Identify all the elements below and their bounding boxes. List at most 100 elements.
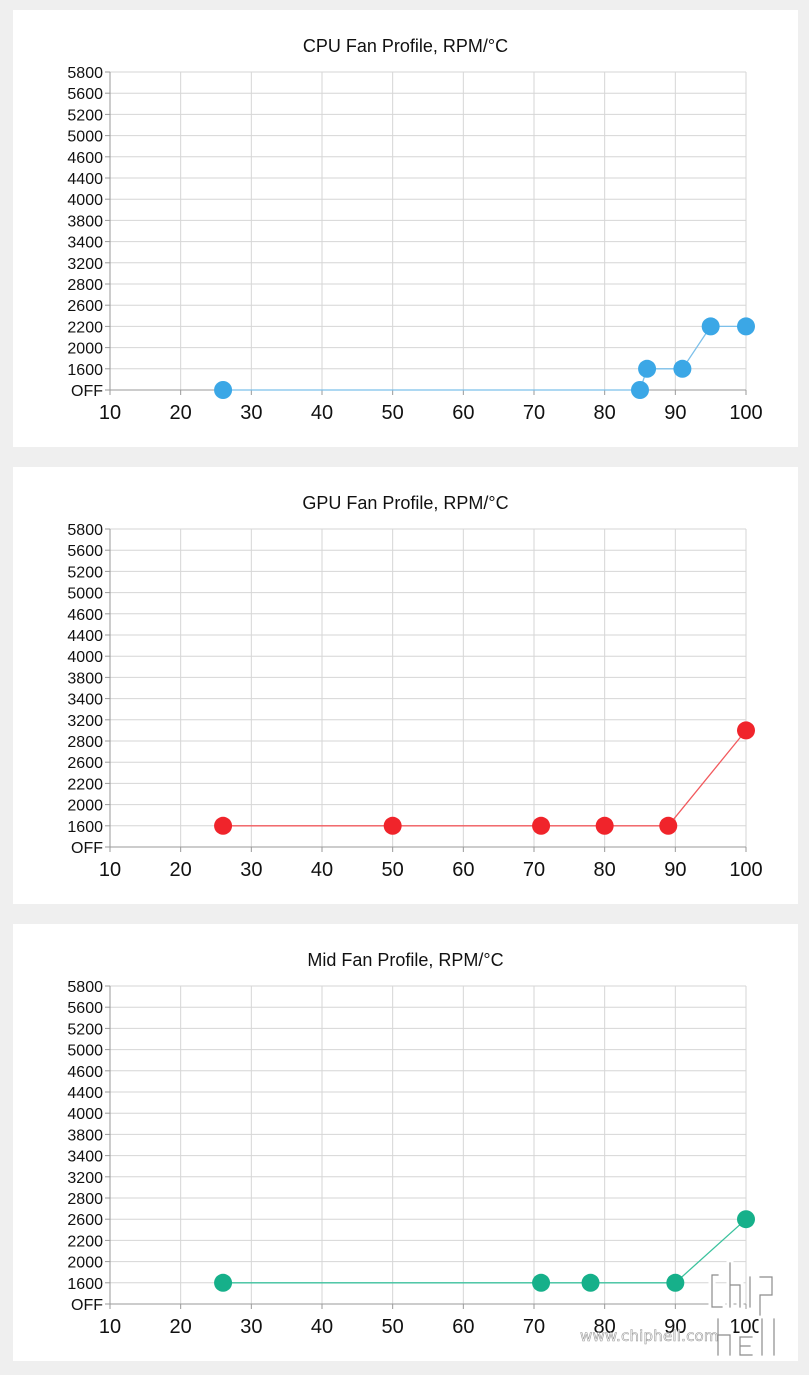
gpu-fan-chart-panel: GPU Fan Profile, RPM/°C OFF 1600 2000 2200 2…	[13, 467, 798, 904]
x-tick-label: 20	[170, 859, 192, 881]
x-tick-label: 10	[99, 859, 121, 881]
data-point[interactable]	[383, 816, 402, 835]
x-tick-label: 40	[311, 402, 333, 424]
chart-title: GPU Fan Profile, RPM/°C	[302, 493, 509, 513]
y-tick-label: 2200	[67, 319, 103, 336]
x-tick-label: 40	[311, 1316, 333, 1338]
y-tick-label: 5000	[67, 586, 103, 603]
y-tick-label: 4400	[67, 1085, 103, 1102]
y-tick-label: 2000	[67, 798, 103, 815]
mid-fan-chart: OFF 1600 2000 2200 2600 2800 3200 3400 3800 4000 4…	[67, 979, 762, 1338]
gpu-fan-chart: OFF 1600 2000 2200 2600 2800 3200 3400 3800 4000 4…	[67, 522, 762, 881]
data-point[interactable]	[214, 1273, 233, 1292]
y-tick-label: 3400	[67, 235, 103, 252]
data-point[interactable]	[659, 816, 678, 835]
x-tick-label: 90	[664, 1316, 686, 1338]
grid	[109, 71, 747, 391]
x-tick-label: 60	[452, 402, 474, 424]
x-tick-label: 20	[170, 402, 192, 424]
cpu-fan-chart-panel: CPU Fan Profile, RPM/°C OFF 1600 2000 2200 2…	[13, 10, 798, 447]
y-tick-label: 5200	[67, 564, 103, 581]
data-point[interactable]	[737, 317, 755, 336]
x-tick-label: 70	[523, 402, 545, 424]
y-tick-label: 2600	[67, 298, 103, 315]
x-tick-label: 90	[664, 402, 686, 424]
x-tick-label: 60	[452, 859, 474, 881]
y-tick-label: 2200	[67, 1233, 103, 1250]
y-tick-label: 5800	[67, 979, 103, 996]
x-tick-label: 10	[99, 1316, 121, 1338]
y-tick-label: 2200	[67, 776, 103, 793]
y-tick-label: 4400	[67, 628, 103, 645]
cpu-fan-chart: OFF 1600 2000 2200 2600 2800 3200 3400 3800 4000 4…	[67, 65, 762, 424]
y-tick-label: 3400	[67, 692, 103, 709]
y-tick-label: 5600	[67, 86, 103, 103]
data-point[interactable]	[673, 359, 692, 378]
chart-title: CPU Fan Profile, RPM/°C	[302, 36, 509, 56]
series-line	[223, 325, 746, 391]
x-tick-label: 40	[311, 859, 333, 881]
x-tick-label: 60	[452, 1316, 474, 1338]
x-tick-label: 80	[594, 859, 616, 881]
x-tick-label: 50	[382, 402, 404, 424]
y-tick-label: 3800	[67, 670, 103, 687]
y-tick-label: 4600	[67, 607, 103, 624]
x-tick-label: 70	[523, 859, 545, 881]
y-tick-label: 4400	[67, 171, 103, 188]
x-tick-label: 50	[382, 1316, 404, 1338]
x-tick-label: 90	[664, 859, 686, 881]
x-tick-label: 80	[594, 1316, 616, 1338]
data-point[interactable]	[581, 1273, 600, 1292]
y-tick-label: 5000	[67, 1043, 103, 1060]
data-point[interactable]	[214, 816, 233, 835]
y-tick-label: 5800	[67, 522, 103, 539]
watermark-text: www.chiphell.com	[580, 1327, 719, 1346]
y-tick-label: 5800	[67, 65, 103, 82]
y-tick-label: 3800	[67, 213, 103, 230]
x-tick-label: 70	[523, 1316, 545, 1338]
chiphell-logo-icon	[708, 1259, 778, 1359]
y-tick-label: 4000	[67, 192, 103, 209]
y-tick-label: 1600	[67, 819, 103, 836]
x-tick-label: 10	[99, 402, 121, 424]
y-tick-label: 4000	[67, 1106, 103, 1123]
data-point[interactable]	[666, 1273, 685, 1292]
y-tick-label: 2000	[67, 1255, 103, 1272]
y-tick-label: 1600	[67, 1276, 103, 1293]
grid	[109, 985, 747, 1305]
y-tick-label: 5000	[67, 129, 103, 146]
x-tick-label: 100	[729, 402, 762, 424]
x-tick-label: 30	[240, 402, 262, 424]
data-point[interactable]	[631, 381, 649, 399]
y-tick-label: 2600	[67, 755, 103, 772]
data-point[interactable]	[532, 816, 551, 835]
grid	[109, 528, 747, 848]
y-tick-label: 2800	[67, 1191, 103, 1208]
y-tick-label: 2600	[67, 1212, 103, 1229]
y-tick-label: OFF	[71, 1297, 103, 1314]
y-tick-label: 5600	[67, 1000, 103, 1017]
y-tick-label: 3200	[67, 1170, 103, 1187]
watermark: www.chiphell.com	[580, 1255, 800, 1370]
y-tick-label: 3200	[67, 713, 103, 730]
series-line	[223, 729, 747, 827]
data-point[interactable]	[595, 816, 614, 835]
data-point[interactable]	[701, 317, 720, 336]
x-tick-label: 20	[170, 1316, 192, 1338]
data-point[interactable]	[638, 359, 657, 378]
chart-title: Mid Fan Profile, RPM/°C	[307, 950, 504, 970]
data-point[interactable]	[737, 1210, 755, 1229]
x-tick-label: 30	[240, 1316, 262, 1338]
y-tick-label: 5200	[67, 107, 103, 124]
data-point[interactable]	[214, 381, 233, 399]
y-tick-label: 3400	[67, 1149, 103, 1166]
y-tick-label: 4600	[67, 1064, 103, 1081]
y-tick-label: OFF	[71, 840, 103, 857]
data-point[interactable]	[532, 1273, 551, 1292]
x-tick-label: 30	[240, 859, 262, 881]
y-tick-label: 2800	[67, 734, 103, 751]
y-tick-label: 1600	[67, 362, 103, 379]
data-point[interactable]	[737, 721, 755, 740]
mid-fan-chart-panel: Mid Fan Profile, RPM/°C OFF 1600 2000 2200 2…	[13, 924, 798, 1361]
x-tick-label: 100	[729, 859, 762, 881]
